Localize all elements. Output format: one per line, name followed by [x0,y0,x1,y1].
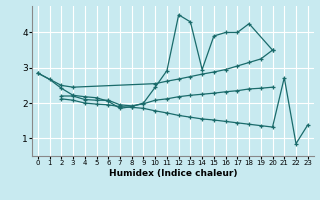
X-axis label: Humidex (Indice chaleur): Humidex (Indice chaleur) [108,169,237,178]
